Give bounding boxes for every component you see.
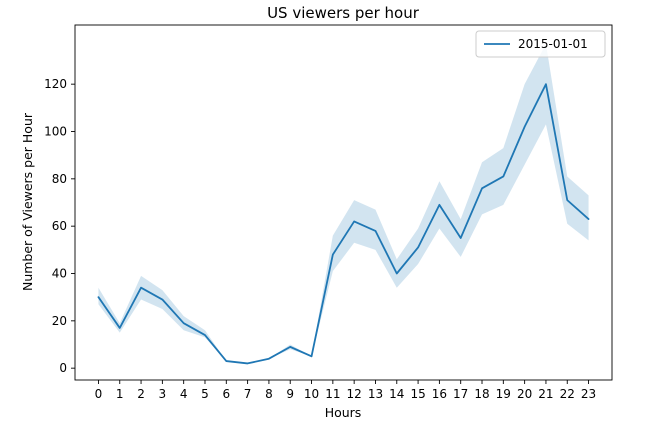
x-tick-label: 14 xyxy=(389,387,404,401)
x-tick-label: 5 xyxy=(201,387,209,401)
x-axis-label: Hours xyxy=(325,405,362,420)
y-tick-label: 120 xyxy=(44,77,67,91)
legend-label: 2015-01-01 xyxy=(518,37,588,51)
y-tick-label: 60 xyxy=(52,219,67,233)
x-tick-label: 18 xyxy=(474,387,489,401)
x-tick-label: 23 xyxy=(581,387,596,401)
y-tick-label: 20 xyxy=(52,314,67,328)
x-tick-label: 7 xyxy=(244,387,252,401)
y-tick-label: 80 xyxy=(52,172,67,186)
x-tick-label: 1 xyxy=(116,387,124,401)
legend-box xyxy=(475,30,606,58)
x-tick-label: 19 xyxy=(496,387,511,401)
confidence-band xyxy=(98,43,589,364)
y-axis-label: Number of Viewers per Hour xyxy=(20,112,35,291)
x-tick-label: 8 xyxy=(265,387,273,401)
x-tick-label: 15 xyxy=(410,387,425,401)
series-line xyxy=(97,83,590,365)
x-tick-label: 4 xyxy=(180,387,188,401)
x-tick-label: 2 xyxy=(137,387,145,401)
x-tick-label: 6 xyxy=(222,387,230,401)
x-tick-label: 12 xyxy=(347,387,362,401)
x-tick-label: 10 xyxy=(304,387,319,401)
chart-title: US viewers per hour xyxy=(267,4,420,22)
y-tick-label: 0 xyxy=(59,361,67,375)
x-tick-label: 11 xyxy=(325,387,340,401)
plot-frame xyxy=(74,24,613,381)
y-tick-label: 100 xyxy=(44,125,67,139)
x-tick-label: 16 xyxy=(432,387,447,401)
x-tick-label: 9 xyxy=(286,387,294,401)
x-tick-label: 17 xyxy=(453,387,468,401)
x-tick-label: 21 xyxy=(538,387,553,401)
y-tick-label: 40 xyxy=(52,267,67,281)
x-tick-label: 20 xyxy=(517,387,532,401)
x-tick-label: 3 xyxy=(159,387,167,401)
x-tick-label: 22 xyxy=(560,387,575,401)
axes: 0 1 2 3 4 5 6 7 8 9 10 11 12 13 14 15 16 17 18 19 20 21 22 2302… xyxy=(44,24,613,401)
legend: 2015-01-01 xyxy=(475,30,606,58)
x-tick-label: 0 xyxy=(95,387,103,401)
x-tick-label: 13 xyxy=(368,387,383,401)
plot-area xyxy=(97,43,590,365)
